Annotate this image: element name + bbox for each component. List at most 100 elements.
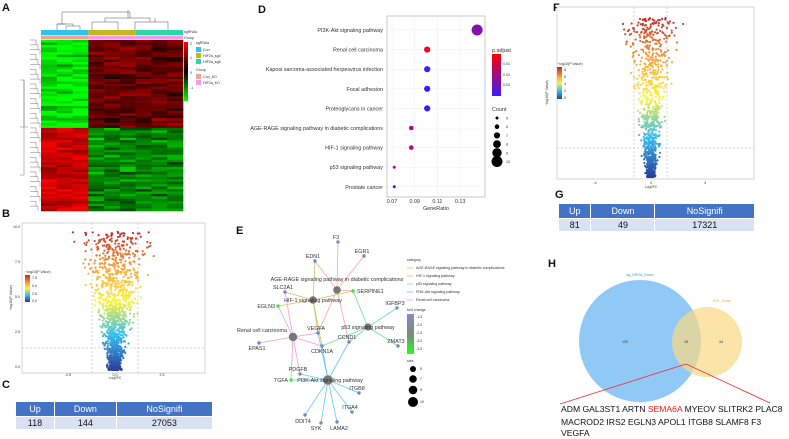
heatmap-cell — [88, 93, 105, 97]
data-point — [128, 294, 131, 297]
data-point — [110, 335, 113, 338]
data-point — [124, 322, 127, 325]
heatmap-cell — [104, 113, 121, 117]
heatmap-cell — [135, 42, 152, 46]
heatmap-cell — [41, 40, 58, 43]
data-point — [143, 252, 146, 255]
tick: 7 — [420, 377, 422, 381]
data-point — [147, 245, 150, 248]
data-point — [122, 356, 125, 360]
data-point — [128, 268, 131, 272]
heatmap-cell — [56, 88, 73, 92]
data-point — [662, 87, 665, 90]
data-point — [122, 240, 126, 243]
data-point — [71, 231, 75, 234]
heatmap-cell — [56, 171, 73, 175]
heatmap-cell — [167, 198, 184, 202]
data-point — [637, 109, 640, 112]
data-point — [100, 314, 103, 317]
gene-label: LAMA2 — [330, 426, 348, 432]
data-point — [652, 87, 655, 90]
venn-set-b — [672, 307, 742, 377]
tick: 8 — [506, 143, 508, 147]
data-point — [648, 157, 651, 160]
data-point — [659, 70, 662, 74]
data-point — [84, 232, 88, 235]
data-point — [656, 19, 660, 22]
heatmap-cell — [72, 79, 89, 82]
data-point — [123, 313, 126, 316]
legend-swatch — [196, 59, 201, 64]
data-point — [105, 320, 108, 324]
data-point — [125, 243, 129, 246]
data-point — [654, 60, 657, 63]
data-point — [101, 266, 104, 269]
tick: 0.0 — [32, 299, 37, 303]
heatmap-cell — [104, 147, 121, 151]
data-point — [649, 174, 653, 177]
data-point — [655, 108, 659, 112]
heatmap-cell — [104, 164, 121, 168]
data-point — [122, 316, 125, 319]
data-point — [645, 96, 648, 99]
heatmap-cell — [72, 47, 89, 51]
data-point — [113, 307, 116, 310]
heatmap-cell — [41, 140, 58, 143]
data-point — [652, 124, 655, 128]
data-point — [643, 73, 646, 76]
heatmap-cell — [151, 203, 168, 207]
data-point — [661, 76, 664, 79]
data-point — [649, 150, 652, 154]
data-point — [115, 329, 118, 332]
heatmap-cell — [56, 145, 73, 148]
heatmap-cell — [151, 179, 168, 182]
data-point — [651, 157, 654, 160]
data-point — [645, 81, 648, 84]
data-point — [122, 294, 125, 297]
heatmap-cell — [41, 179, 58, 182]
heatmap-cell — [88, 147, 105, 151]
heatmap-cell — [135, 154, 152, 158]
heatmap-cell — [151, 159, 168, 163]
heatmap-cell — [56, 181, 73, 185]
data-point — [630, 32, 633, 35]
data-point — [651, 132, 654, 135]
heatmap-cell — [167, 59, 184, 63]
data-point — [108, 267, 111, 270]
data-point — [110, 237, 113, 240]
heatmap-cell — [135, 193, 152, 197]
heatmap-cell — [104, 101, 121, 104]
data-point — [650, 147, 653, 151]
heatmap-cell — [88, 103, 105, 107]
heatmap-cell — [119, 174, 136, 178]
annotation-group-bar — [88, 35, 183, 40]
heatmap-cell — [167, 83, 184, 87]
data-point — [147, 231, 150, 234]
data-point — [112, 340, 115, 343]
data-point — [643, 89, 646, 92]
data-point — [656, 78, 660, 81]
heatmap-cell — [135, 91, 152, 95]
data-point — [107, 250, 110, 253]
data-point — [119, 252, 122, 255]
legend-label: HIF2a_sg6 — [203, 60, 221, 64]
heatmap-cell — [41, 154, 58, 158]
heatmap-cell — [135, 196, 152, 200]
data-point — [650, 167, 653, 170]
heatmap-cell — [88, 203, 105, 207]
data-point — [96, 271, 100, 274]
heatmap — [20, 10, 184, 212]
data-point — [651, 53, 654, 57]
heatmap-cell — [167, 91, 184, 95]
data-point — [116, 353, 119, 357]
heatmap-cell — [72, 157, 89, 160]
data-point — [653, 113, 656, 116]
tick: -2.5 — [416, 331, 422, 335]
heatmap-cell — [72, 147, 89, 151]
data-point — [134, 287, 137, 290]
tick: 5.0 — [32, 284, 37, 288]
heatmap-cell — [56, 186, 73, 190]
data-point — [107, 320, 110, 323]
heatmap-cell — [41, 157, 58, 160]
heatmap-cell — [72, 193, 89, 197]
